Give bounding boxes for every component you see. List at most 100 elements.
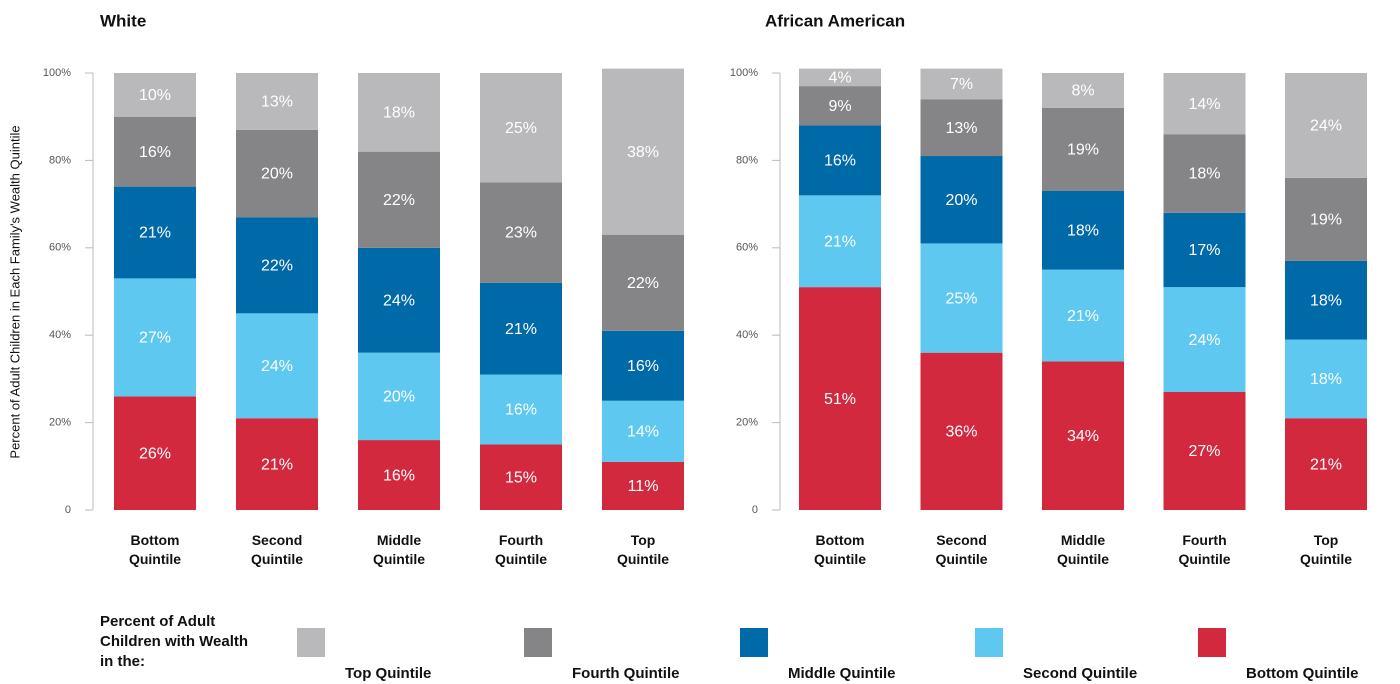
data-label: 14% (627, 424, 659, 441)
bar-segment (236, 73, 318, 130)
data-label: 22% (261, 257, 293, 274)
x-tick-label: Second Quintile (935, 532, 988, 567)
data-label: 27% (1188, 443, 1220, 460)
y-axis-label: Percent of Adult Children in Each Family… (7, 125, 22, 458)
data-label: 24% (1188, 332, 1220, 349)
bar-segment (1042, 73, 1124, 108)
data-label: 27% (139, 330, 171, 347)
legend-swatch (740, 628, 768, 657)
bar-segment (920, 243, 1003, 353)
bar-segment (1163, 392, 1246, 510)
data-label: 21% (1310, 456, 1342, 473)
data-label: 24% (1310, 118, 1342, 135)
bar-segment (114, 116, 196, 187)
y-tick-label: 0 (65, 504, 71, 516)
bar-segment (1285, 177, 1367, 261)
data-label: 20% (261, 166, 293, 183)
y-tick-label: 60% (736, 242, 758, 254)
data-label: 19% (1067, 142, 1099, 159)
bar-segment (236, 217, 318, 314)
data-label: 36% (945, 424, 977, 441)
bar-segment (236, 313, 318, 419)
data-label: 21% (1067, 308, 1099, 325)
data-label: 16% (139, 144, 171, 161)
bar-segment (1042, 107, 1124, 191)
bar-segment (1285, 418, 1367, 510)
data-label: 51% (824, 391, 856, 408)
data-label: 26% (139, 445, 171, 462)
bar-segment (1163, 212, 1246, 288)
data-label: 38% (627, 144, 659, 161)
bar-segment (602, 234, 684, 331)
data-label: 16% (824, 153, 856, 170)
bar-segment (358, 247, 440, 353)
y-tick-label: 40% (49, 329, 71, 341)
data-label: 18% (383, 105, 415, 122)
legend-swatch (524, 628, 552, 657)
bar-segment (358, 151, 440, 248)
legend-label: Top Quintile (345, 665, 432, 682)
data-label: 11% (628, 478, 659, 495)
bar-segment (480, 444, 562, 510)
data-label: 4% (828, 70, 851, 87)
bar-segment (602, 330, 684, 401)
data-label: 16% (627, 358, 659, 375)
chart-title: White (100, 11, 146, 30)
bar-segment (114, 73, 196, 117)
bar-segment (480, 282, 562, 375)
data-label: 22% (383, 192, 415, 209)
bar-segment (920, 352, 1003, 510)
bar-segment (114, 186, 196, 279)
bar-segment (480, 73, 562, 183)
bar-segment (920, 68, 1003, 100)
bar-segment (358, 440, 440, 510)
data-label: 14% (1188, 96, 1220, 113)
bar-segment (1163, 134, 1246, 213)
legend-swatch (297, 628, 325, 657)
bar-segment (602, 68, 684, 235)
bar-segment (1163, 73, 1246, 135)
bar-segment (920, 99, 1003, 157)
data-label: 23% (505, 225, 537, 242)
bar-segment (358, 352, 440, 441)
data-label: 21% (505, 321, 537, 338)
bar-segment (799, 287, 881, 510)
data-label: 18% (1310, 371, 1342, 388)
data-label: 17% (1188, 242, 1220, 259)
legend-title: Percent of Adult Children with Wealth in… (100, 613, 249, 670)
y-tick-label: 60% (49, 242, 71, 254)
data-label: 24% (383, 292, 415, 309)
y-tick-label: 40% (736, 329, 758, 341)
data-label: 22% (627, 275, 659, 292)
x-tick-label: Fourth Quintile (494, 532, 548, 567)
data-label: 15% (505, 469, 537, 486)
bar-segment (480, 182, 562, 283)
bar-segment (1163, 287, 1246, 393)
x-tick-label: Top Quintile (616, 532, 670, 567)
data-label: 7% (950, 76, 973, 93)
y-tick-label: 0 (752, 504, 758, 516)
data-label: 9% (828, 98, 851, 115)
data-label: 21% (139, 225, 171, 242)
data-label: 21% (824, 233, 856, 250)
data-label: 20% (945, 192, 977, 209)
data-label: 18% (1188, 166, 1220, 183)
data-label: 13% (945, 120, 977, 137)
data-label: 25% (505, 120, 537, 137)
bar-segment (358, 73, 440, 152)
legend-swatch (1198, 628, 1226, 657)
data-label: 21% (261, 456, 293, 473)
bar-segment (114, 396, 196, 510)
data-label: 18% (1067, 223, 1099, 240)
legend-swatch (975, 628, 1003, 657)
bar-segment (1285, 339, 1367, 419)
bar-segment (799, 86, 881, 126)
data-label: 16% (383, 467, 415, 484)
x-tick-label: Middle Quintile (372, 532, 426, 567)
x-tick-label: Bottom Quintile (128, 532, 182, 567)
bar-segment (1285, 260, 1367, 340)
bar-segment (480, 374, 562, 445)
x-tick-label: Top Quintile (1299, 532, 1353, 567)
